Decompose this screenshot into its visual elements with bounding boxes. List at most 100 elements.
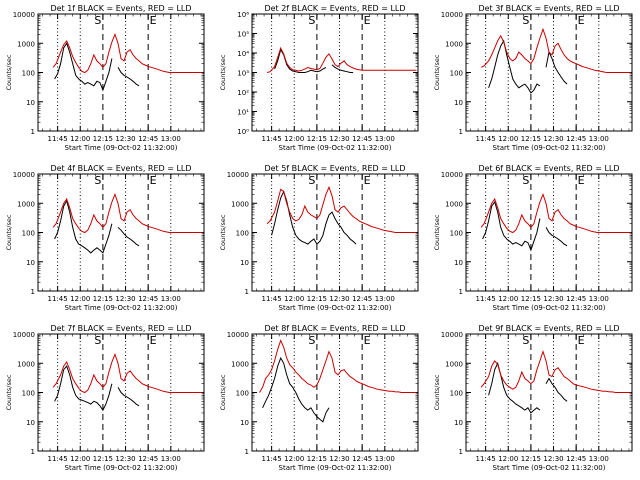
end-marker-label: E bbox=[578, 334, 585, 347]
series-line-events bbox=[545, 50, 568, 85]
end-marker-label: E bbox=[150, 174, 157, 187]
panel-det-1: Det 1f BLACK = Events, RED = LLD 1 10 100 10… bbox=[5, 4, 205, 152]
y-tick-label: 10⁴ bbox=[237, 50, 249, 58]
series-line-lld bbox=[52, 352, 203, 394]
series-line-events bbox=[262, 356, 330, 423]
series-line-lld bbox=[480, 192, 631, 234]
panel-title: Det 4f BLACK = Events, RED = LLD bbox=[50, 164, 191, 173]
series-line-events bbox=[271, 190, 357, 245]
x-tick-label: 12:15 bbox=[93, 135, 113, 143]
x-axis-label: Start Time (09-Oct-02 11:32:00) bbox=[65, 144, 178, 152]
y-tick-label: 10000 bbox=[441, 171, 463, 179]
panel-det-3: Det 3f BLACK = Events, RED = LLD 1 10 100 10… bbox=[433, 4, 633, 152]
x-tick-label: 13:00 bbox=[589, 455, 609, 463]
series-line-lld bbox=[480, 349, 631, 393]
plot-frame bbox=[465, 333, 633, 452]
x-axis-label: Start Time (09-Oct-02 11:32:00) bbox=[65, 464, 178, 472]
panel-det-4: Det 4f BLACK = Events, RED = LLD 1 10 100 10… bbox=[5, 164, 205, 312]
panel-det-9: Det 9f BLACK = Events, RED = LLD 1 10 100 10… bbox=[433, 324, 633, 472]
y-tick-label: 10000 bbox=[227, 331, 249, 339]
x-tick-label: 13:00 bbox=[375, 135, 395, 143]
series-line-events bbox=[331, 64, 354, 73]
y-tick-label: 1 bbox=[245, 288, 249, 296]
y-tick-label: 10 bbox=[240, 419, 249, 427]
y-tick-label: 10000 bbox=[13, 171, 35, 179]
start-marker-label: S bbox=[522, 14, 529, 27]
x-tick-label: 11:45 bbox=[262, 295, 282, 303]
series-line-lld bbox=[266, 46, 417, 73]
x-tick-label: 12:30 bbox=[115, 455, 135, 463]
y-tick-label: 10 bbox=[240, 259, 249, 267]
y-tick-label: 10000 bbox=[13, 11, 35, 19]
panel-det-2: Det 2f BLACK = Events, RED = LLD 10⁰ 10¹ 10… bbox=[219, 4, 419, 152]
end-marker-label: E bbox=[578, 14, 585, 27]
start-marker-label: S bbox=[522, 174, 529, 187]
x-tick-label: 12:00 bbox=[284, 455, 304, 463]
y-axis-label: Counts/sec bbox=[219, 214, 227, 250]
x-tick-label: 12:30 bbox=[115, 135, 135, 143]
series-line-events bbox=[117, 67, 140, 87]
x-tick-label: 12:45 bbox=[138, 135, 158, 143]
x-tick-label: 11:45 bbox=[48, 455, 68, 463]
y-tick-label: 10 bbox=[26, 259, 35, 267]
x-tick-label: 13:00 bbox=[161, 295, 181, 303]
end-marker-label: E bbox=[150, 334, 157, 347]
y-tick-label: 1 bbox=[31, 448, 35, 456]
series-line-events bbox=[545, 377, 568, 402]
y-tick-label: 1000 bbox=[231, 360, 249, 368]
y-tick-label: 100 bbox=[236, 230, 249, 238]
panel-title: Det 7f BLACK = Events, RED = LLD bbox=[50, 324, 191, 333]
y-axis-label: Counts/sec bbox=[433, 214, 441, 250]
end-marker-label: E bbox=[150, 14, 157, 27]
y-tick-label: 1000 bbox=[17, 360, 35, 368]
panel-title: Det 3f BLACK = Events, RED = LLD bbox=[478, 4, 619, 13]
panel-title: Det 2f BLACK = Events, RED = LLD bbox=[264, 4, 405, 13]
y-tick-label: 10000 bbox=[441, 331, 463, 339]
x-tick-label: 12:30 bbox=[543, 295, 563, 303]
x-tick-label: 12:15 bbox=[307, 295, 327, 303]
x-axis-label: Start Time (09-Oct-02 11:32:00) bbox=[493, 144, 606, 152]
end-marker-label: E bbox=[578, 174, 585, 187]
y-tick-label: 1 bbox=[245, 448, 249, 456]
x-tick-label: 12:00 bbox=[70, 455, 90, 463]
x-tick-label: 13:00 bbox=[375, 295, 395, 303]
x-tick-label: 11:45 bbox=[48, 135, 68, 143]
x-tick-label: 12:00 bbox=[498, 295, 518, 303]
y-tick-label: 10⁶ bbox=[237, 11, 249, 19]
start-marker-label: S bbox=[308, 174, 315, 187]
x-tick-label: 11:45 bbox=[476, 135, 496, 143]
x-tick-label: 12:30 bbox=[115, 295, 135, 303]
series-line-events bbox=[54, 365, 113, 412]
y-tick-label: 1000 bbox=[17, 40, 35, 48]
y-tick-label: 10⁵ bbox=[237, 31, 249, 39]
x-tick-label: 12:15 bbox=[307, 455, 327, 463]
panel-title: Det 9f BLACK = Events, RED = LLD bbox=[478, 324, 619, 333]
series-line-lld bbox=[266, 185, 417, 233]
x-tick-label: 12:45 bbox=[566, 295, 586, 303]
x-tick-label: 12:00 bbox=[284, 135, 304, 143]
y-tick-label: 100 bbox=[450, 230, 463, 238]
series-line-lld bbox=[259, 339, 417, 393]
x-tick-label: 12:00 bbox=[498, 135, 518, 143]
series-line-events bbox=[54, 199, 113, 254]
x-tick-label: 12:30 bbox=[543, 455, 563, 463]
series-line-lld bbox=[52, 192, 203, 234]
start-marker-label: S bbox=[94, 334, 101, 347]
y-tick-label: 1 bbox=[459, 448, 463, 456]
y-tick-label: 100 bbox=[22, 230, 35, 238]
x-axis-label: Start Time (09-Oct-02 11:32:00) bbox=[65, 304, 178, 312]
y-tick-label: 100 bbox=[450, 70, 463, 78]
x-tick-label: 12:45 bbox=[138, 455, 158, 463]
x-tick-label: 12:00 bbox=[284, 295, 304, 303]
y-tick-label: 1 bbox=[459, 128, 463, 136]
y-tick-label: 10² bbox=[237, 89, 249, 97]
y-tick-label: 10⁰ bbox=[237, 128, 249, 136]
panel-det-6: Det 6f BLACK = Events, RED = LLD 1 10 100 10… bbox=[433, 164, 633, 312]
y-tick-label: 10 bbox=[26, 99, 35, 107]
start-marker-label: S bbox=[94, 14, 101, 27]
x-tick-label: 13:00 bbox=[589, 295, 609, 303]
x-axis-label: Start Time (09-Oct-02 11:32:00) bbox=[279, 144, 392, 152]
y-tick-label: 10000 bbox=[441, 11, 463, 19]
y-tick-label: 1 bbox=[459, 288, 463, 296]
x-tick-label: 13:00 bbox=[161, 455, 181, 463]
